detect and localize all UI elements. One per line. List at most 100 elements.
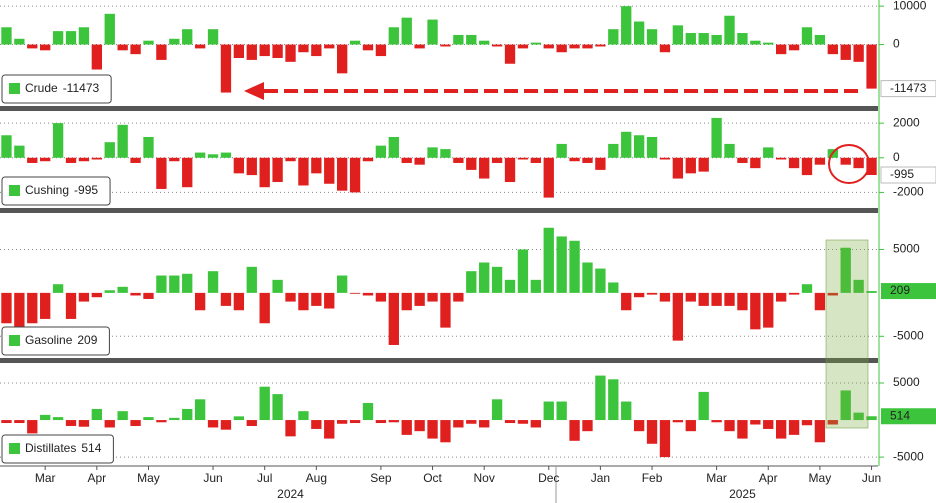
bar <box>401 157 412 163</box>
bar <box>775 292 787 302</box>
bar <box>453 34 464 45</box>
bar <box>78 292 90 302</box>
legend-box <box>1 176 111 206</box>
bar <box>479 262 490 293</box>
bar <box>775 420 787 439</box>
bar <box>685 292 696 302</box>
bar <box>182 408 193 421</box>
bar <box>517 157 529 160</box>
x-tick-label: Apr <box>87 471 106 485</box>
bar <box>711 117 722 158</box>
bar <box>827 420 838 425</box>
bar <box>52 284 64 293</box>
bar <box>194 399 206 421</box>
bar <box>104 13 115 45</box>
bar <box>685 157 696 174</box>
bar <box>40 414 51 421</box>
bar <box>504 420 516 424</box>
bar <box>246 420 257 426</box>
bar <box>517 249 529 293</box>
bar <box>246 266 257 293</box>
bar <box>272 394 283 421</box>
bar <box>298 411 309 421</box>
bar <box>207 420 219 428</box>
bar <box>724 143 735 158</box>
legend-box <box>1 434 114 464</box>
bar <box>711 420 722 423</box>
bar <box>853 279 864 293</box>
bar <box>737 33 748 45</box>
x-tick-label: Dec <box>538 471 559 485</box>
y-tick-label: -5000 <box>893 449 924 463</box>
bar <box>556 143 567 158</box>
bar <box>608 29 619 45</box>
bar <box>324 44 335 49</box>
bar <box>336 420 348 424</box>
bar <box>621 131 632 158</box>
bar <box>440 292 451 328</box>
bar <box>582 44 593 49</box>
bar <box>156 275 167 293</box>
bar <box>52 417 64 421</box>
bar <box>169 417 180 421</box>
bar <box>672 25 684 45</box>
bar <box>78 27 90 45</box>
bar <box>582 157 593 163</box>
bar <box>633 21 645 45</box>
bar <box>130 157 141 163</box>
legend-swatch <box>9 83 20 94</box>
bar <box>336 44 348 74</box>
bar <box>65 292 77 319</box>
bar <box>504 157 516 183</box>
bar <box>608 379 619 421</box>
bar <box>40 292 51 319</box>
bar <box>388 420 399 423</box>
bar <box>14 420 25 424</box>
bar <box>27 292 38 324</box>
bar <box>40 44 51 51</box>
bar <box>491 266 503 293</box>
bar <box>1 135 12 158</box>
bar <box>414 157 425 165</box>
bar <box>298 157 309 186</box>
bar <box>130 292 141 296</box>
bar <box>259 292 270 324</box>
last-value-label: -995 <box>890 167 914 181</box>
bar <box>556 236 567 293</box>
bar <box>1 420 12 424</box>
bar <box>104 142 115 158</box>
bar <box>659 420 671 458</box>
bar <box>659 157 671 160</box>
last-value-label: -11473 <box>890 81 927 95</box>
bar <box>220 44 232 93</box>
bar <box>375 420 387 424</box>
bar <box>788 157 800 169</box>
bar <box>311 292 322 306</box>
y-tick-label: 5000 <box>893 375 920 389</box>
bar <box>311 44 322 57</box>
bar <box>763 420 774 429</box>
bar <box>801 157 813 176</box>
legend-label: Distillates <box>25 441 76 455</box>
bar <box>866 291 877 293</box>
bar <box>401 420 412 435</box>
bar <box>737 157 748 163</box>
bar <box>375 292 387 302</box>
bar <box>220 152 232 158</box>
bar <box>646 136 658 158</box>
legend-box <box>1 74 112 104</box>
bar <box>52 123 64 158</box>
bar <box>633 420 645 432</box>
bar <box>311 157 322 174</box>
bar <box>775 157 787 160</box>
bar <box>182 29 193 45</box>
bar <box>143 417 154 421</box>
bar <box>375 44 387 57</box>
bar <box>440 149 451 158</box>
bar <box>788 420 800 435</box>
bar <box>763 147 774 158</box>
bar <box>479 157 490 179</box>
bar <box>130 420 141 426</box>
bar <box>298 292 309 311</box>
bar <box>169 157 180 162</box>
